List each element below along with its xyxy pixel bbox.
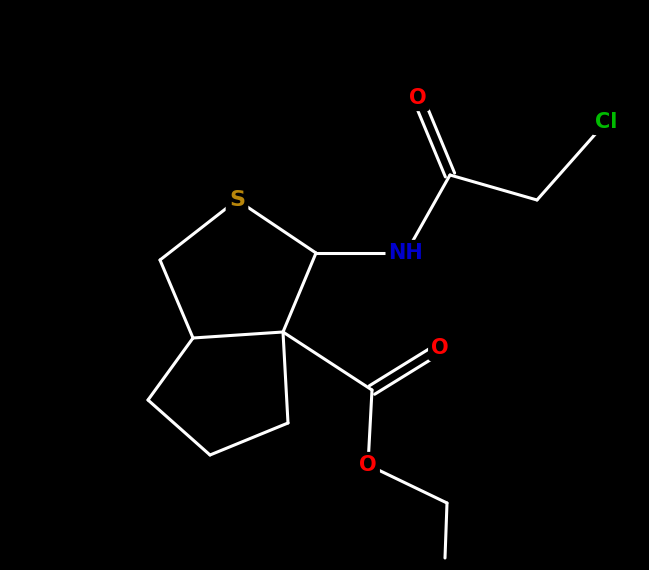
Text: O: O <box>431 338 449 358</box>
Text: S: S <box>229 190 245 210</box>
Text: Cl: Cl <box>595 112 617 132</box>
Text: O: O <box>359 455 377 475</box>
Text: O: O <box>409 88 427 108</box>
Text: NH: NH <box>389 243 423 263</box>
